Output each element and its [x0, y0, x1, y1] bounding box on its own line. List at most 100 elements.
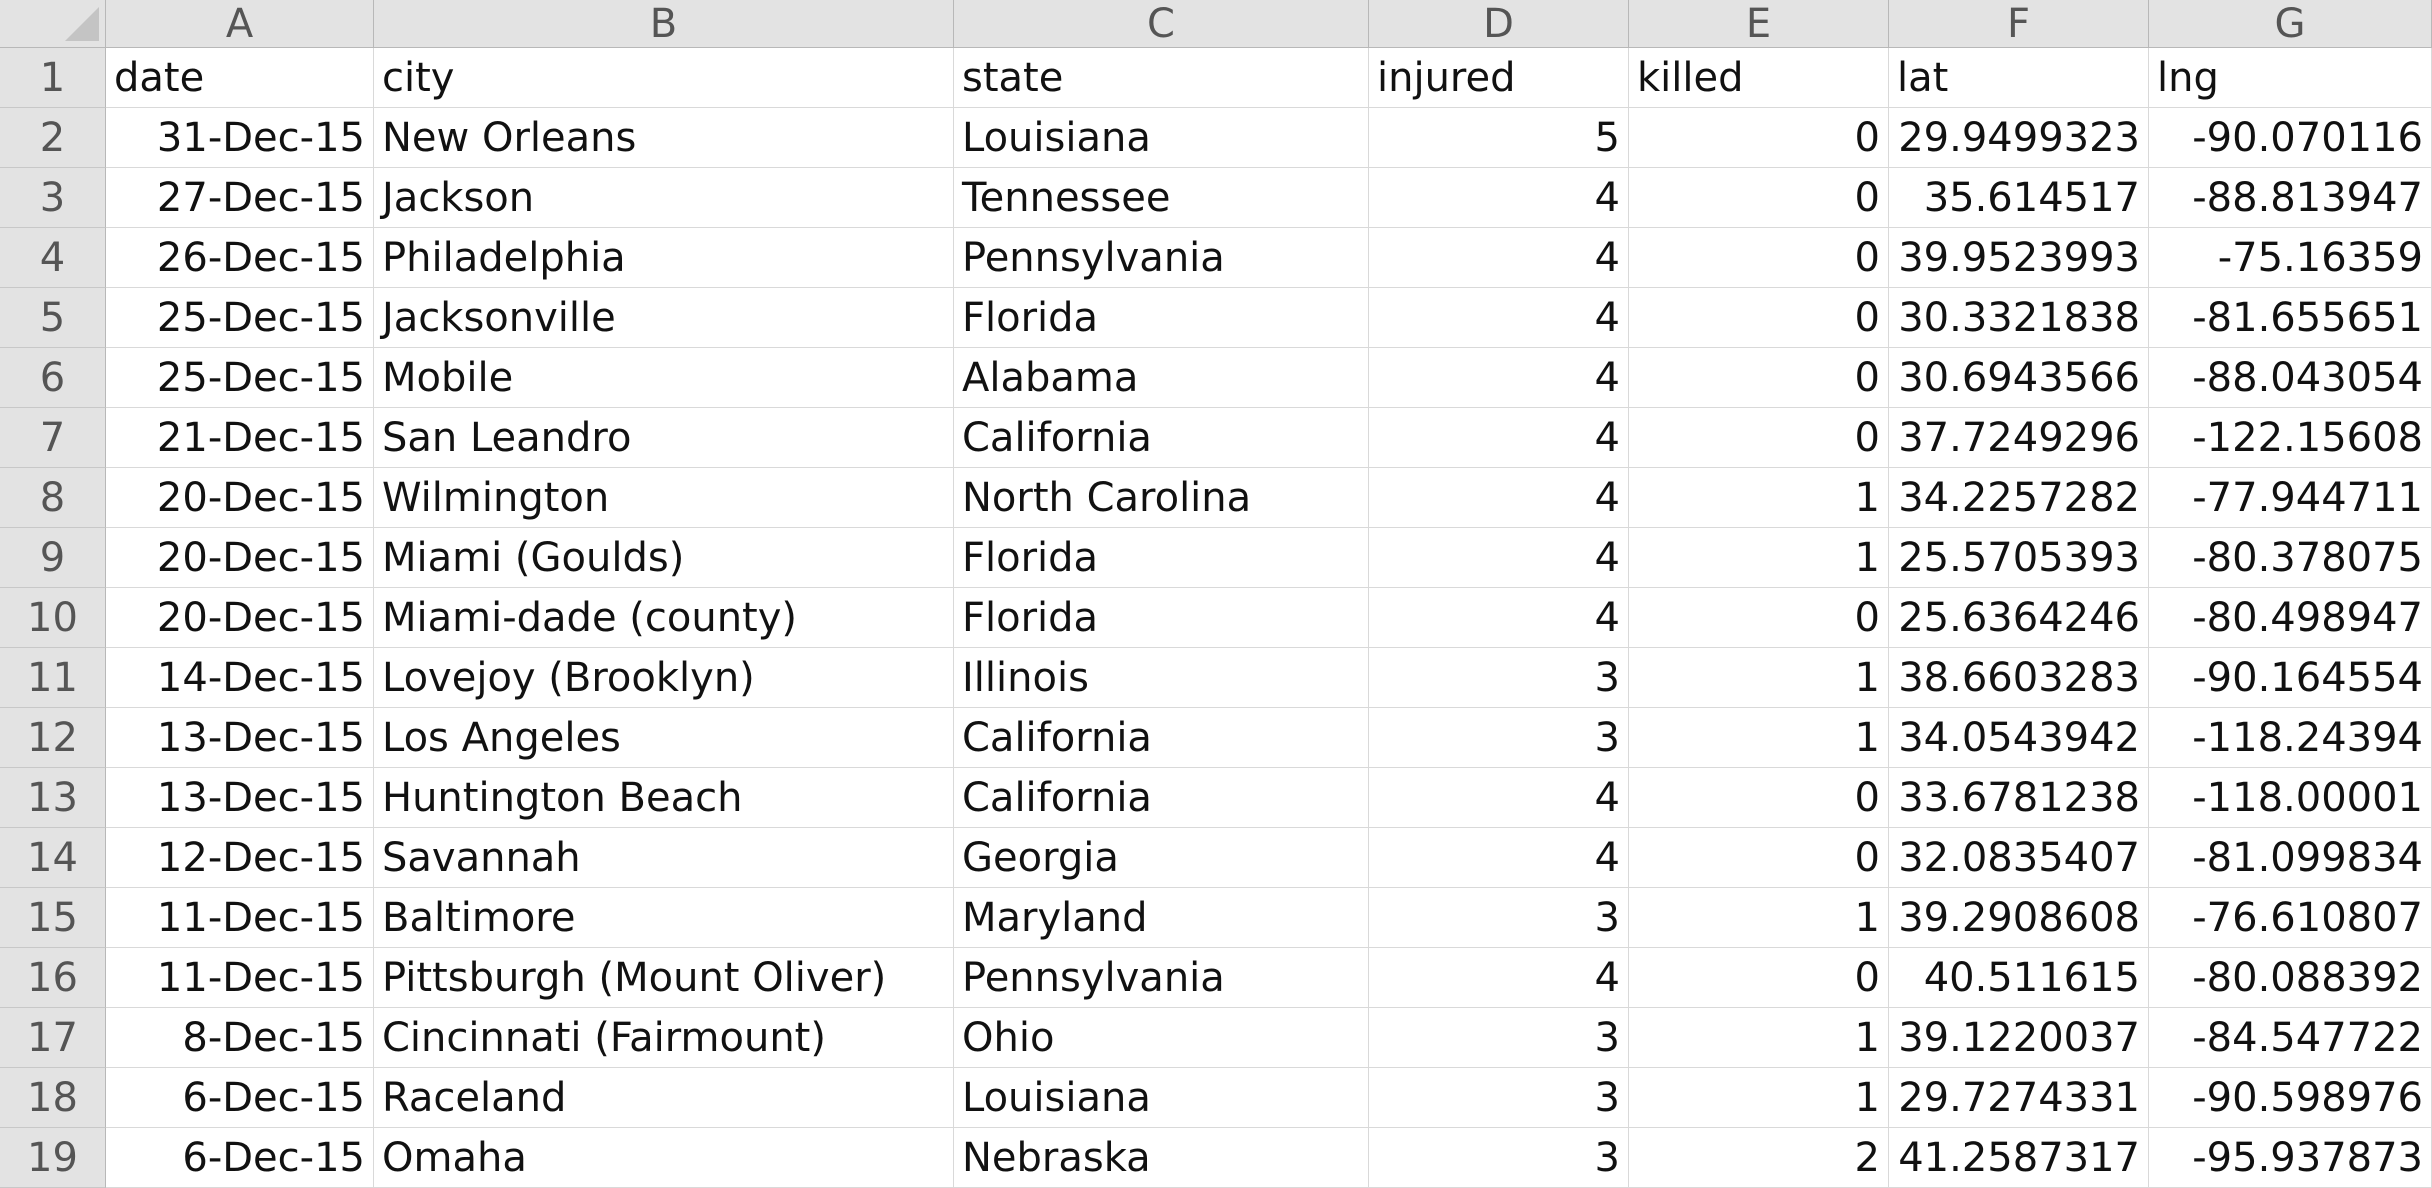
- cell-d[interactable]: 3: [1369, 708, 1629, 768]
- cell-e[interactable]: 0: [1629, 108, 1889, 168]
- cell-f[interactable]: 41.2587317: [1889, 1128, 2149, 1188]
- cell-g[interactable]: -84.547722: [2149, 1008, 2432, 1068]
- cell-a[interactable]: 11-Dec-15: [106, 888, 374, 948]
- cell-e[interactable]: 0: [1629, 828, 1889, 888]
- cell-g[interactable]: -88.043054: [2149, 348, 2432, 408]
- cell-b[interactable]: San Leandro: [374, 408, 954, 468]
- cell-e[interactable]: 1: [1629, 528, 1889, 588]
- cell-d[interactable]: 3: [1369, 1008, 1629, 1068]
- cell-g[interactable]: -90.598976: [2149, 1068, 2432, 1128]
- cell-c[interactable]: Pennsylvania: [954, 948, 1369, 1008]
- cell-c[interactable]: California: [954, 768, 1369, 828]
- cell-e[interactable]: 1: [1629, 648, 1889, 708]
- cell-e[interactable]: 1: [1629, 888, 1889, 948]
- cell-f[interactable]: 40.511615: [1889, 948, 2149, 1008]
- cell-b[interactable]: Jackson: [374, 168, 954, 228]
- cell-e[interactable]: 0: [1629, 348, 1889, 408]
- cell-d[interactable]: 4: [1369, 228, 1629, 288]
- row-header[interactable]: 12: [0, 708, 106, 768]
- cell-a[interactable]: 12-Dec-15: [106, 828, 374, 888]
- cell-c[interactable]: Florida: [954, 288, 1369, 348]
- cell-g[interactable]: -80.498947: [2149, 588, 2432, 648]
- row-header[interactable]: 14: [0, 828, 106, 888]
- cell-f[interactable]: 38.6603283: [1889, 648, 2149, 708]
- cell-d[interactable]: 4: [1369, 588, 1629, 648]
- cell-a[interactable]: 14-Dec-15: [106, 648, 374, 708]
- cell-b[interactable]: Baltimore: [374, 888, 954, 948]
- cell-a[interactable]: 6-Dec-15: [106, 1128, 374, 1188]
- header-cell-c[interactable]: state: [954, 48, 1369, 108]
- header-cell-e[interactable]: killed: [1629, 48, 1889, 108]
- cell-b[interactable]: New Orleans: [374, 108, 954, 168]
- cell-c[interactable]: Florida: [954, 588, 1369, 648]
- cell-a[interactable]: 27-Dec-15: [106, 168, 374, 228]
- cell-b[interactable]: Cincinnati (Fairmount): [374, 1008, 954, 1068]
- cell-c[interactable]: Maryland: [954, 888, 1369, 948]
- cell-f[interactable]: 35.614517: [1889, 168, 2149, 228]
- cell-c[interactable]: North Carolina: [954, 468, 1369, 528]
- cell-c[interactable]: Georgia: [954, 828, 1369, 888]
- cell-a[interactable]: 26-Dec-15: [106, 228, 374, 288]
- cell-b[interactable]: Wilmington: [374, 468, 954, 528]
- cell-c[interactable]: Florida: [954, 528, 1369, 588]
- cell-f[interactable]: 39.2908608: [1889, 888, 2149, 948]
- cell-c[interactable]: Alabama: [954, 348, 1369, 408]
- cell-f[interactable]: 33.6781238: [1889, 768, 2149, 828]
- row-header[interactable]: 13: [0, 768, 106, 828]
- row-header[interactable]: 3: [0, 168, 106, 228]
- cell-b[interactable]: Savannah: [374, 828, 954, 888]
- cell-e[interactable]: 1: [1629, 1008, 1889, 1068]
- cell-d[interactable]: 4: [1369, 768, 1629, 828]
- cell-b[interactable]: Miami-dade (county): [374, 588, 954, 648]
- row-header[interactable]: 8: [0, 468, 106, 528]
- cell-e[interactable]: 0: [1629, 588, 1889, 648]
- row-header[interactable]: 4: [0, 228, 106, 288]
- cell-f[interactable]: 32.0835407: [1889, 828, 2149, 888]
- cell-f[interactable]: 37.7249296: [1889, 408, 2149, 468]
- cell-f[interactable]: 39.1220037: [1889, 1008, 2149, 1068]
- cell-g[interactable]: -81.099834: [2149, 828, 2432, 888]
- cell-e[interactable]: 0: [1629, 768, 1889, 828]
- cell-a[interactable]: 31-Dec-15: [106, 108, 374, 168]
- column-header-c[interactable]: C: [954, 0, 1369, 48]
- cell-d[interactable]: 3: [1369, 888, 1629, 948]
- row-header[interactable]: 17: [0, 1008, 106, 1068]
- cell-f[interactable]: 25.5705393: [1889, 528, 2149, 588]
- cell-g[interactable]: -122.15608: [2149, 408, 2432, 468]
- cell-b[interactable]: Omaha: [374, 1128, 954, 1188]
- cell-g[interactable]: -80.378075: [2149, 528, 2432, 588]
- header-cell-f[interactable]: lat: [1889, 48, 2149, 108]
- row-header[interactable]: 11: [0, 648, 106, 708]
- cell-f[interactable]: 34.2257282: [1889, 468, 2149, 528]
- cell-g[interactable]: -118.00001: [2149, 768, 2432, 828]
- row-header[interactable]: 10: [0, 588, 106, 648]
- cell-c[interactable]: Louisiana: [954, 1068, 1369, 1128]
- row-header[interactable]: 6: [0, 348, 106, 408]
- select-all-corner[interactable]: [0, 0, 106, 48]
- cell-b[interactable]: Pittsburgh (Mount Oliver): [374, 948, 954, 1008]
- cell-a[interactable]: 13-Dec-15: [106, 708, 374, 768]
- row-header[interactable]: 15: [0, 888, 106, 948]
- cell-c[interactable]: Illinois: [954, 648, 1369, 708]
- cell-a[interactable]: 13-Dec-15: [106, 768, 374, 828]
- cell-b[interactable]: Los Angeles: [374, 708, 954, 768]
- cell-e[interactable]: 0: [1629, 228, 1889, 288]
- cell-e[interactable]: 0: [1629, 168, 1889, 228]
- cell-g[interactable]: -77.944711: [2149, 468, 2432, 528]
- cell-a[interactable]: 11-Dec-15: [106, 948, 374, 1008]
- cell-e[interactable]: 2: [1629, 1128, 1889, 1188]
- cell-c[interactable]: Pennsylvania: [954, 228, 1369, 288]
- row-header[interactable]: 1: [0, 48, 106, 108]
- cell-d[interactable]: 4: [1369, 168, 1629, 228]
- cell-f[interactable]: 30.3321838: [1889, 288, 2149, 348]
- cell-b[interactable]: Mobile: [374, 348, 954, 408]
- cell-b[interactable]: Philadelphia: [374, 228, 954, 288]
- cell-c[interactable]: California: [954, 708, 1369, 768]
- cell-c[interactable]: Nebraska: [954, 1128, 1369, 1188]
- cell-d[interactable]: 4: [1369, 348, 1629, 408]
- cell-f[interactable]: 29.7274331: [1889, 1068, 2149, 1128]
- cell-d[interactable]: 3: [1369, 648, 1629, 708]
- cell-f[interactable]: 34.0543942: [1889, 708, 2149, 768]
- row-header[interactable]: 5: [0, 288, 106, 348]
- cell-a[interactable]: 25-Dec-15: [106, 288, 374, 348]
